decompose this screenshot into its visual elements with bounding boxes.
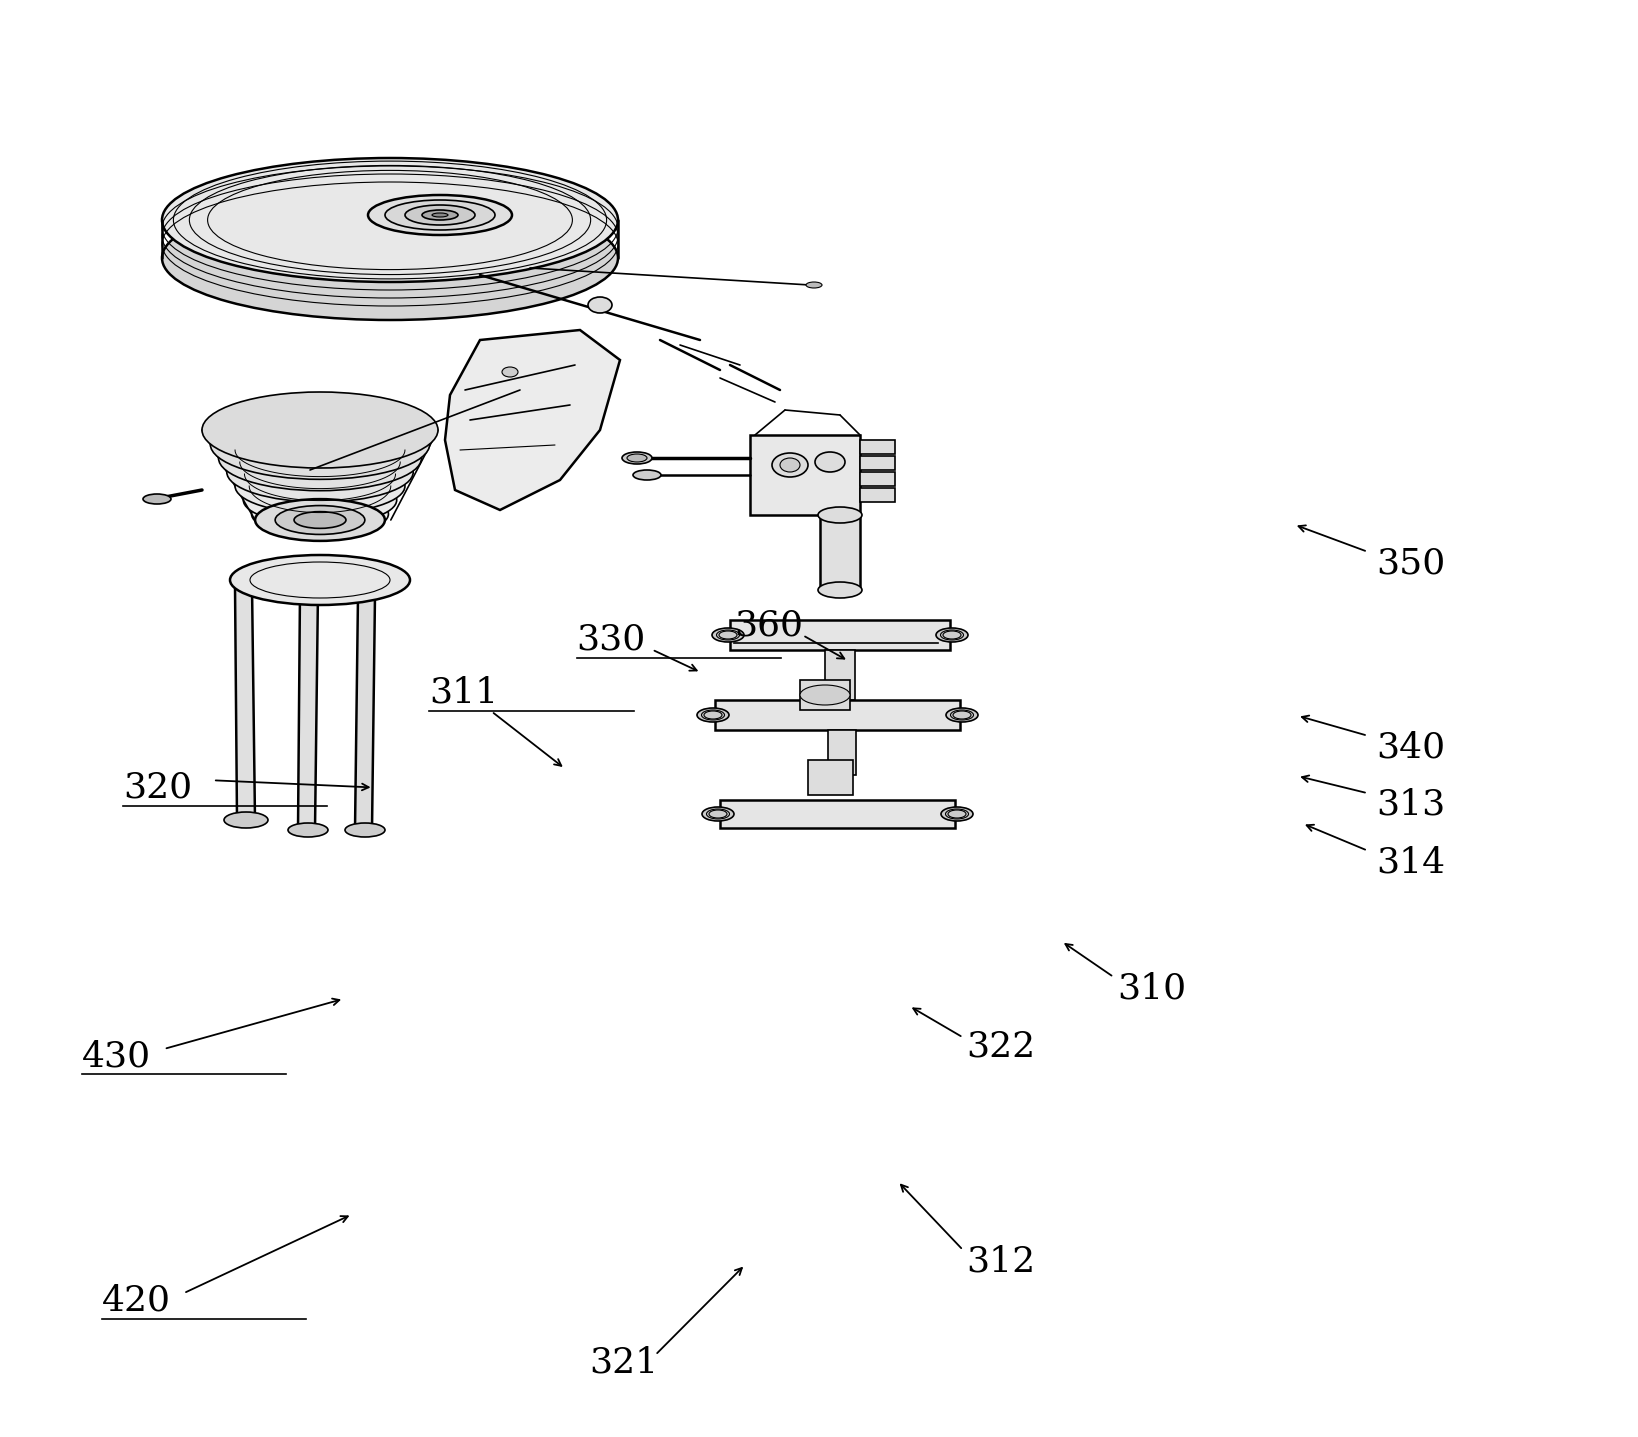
Ellipse shape xyxy=(588,297,613,313)
Ellipse shape xyxy=(940,808,973,821)
Text: 430: 430 xyxy=(82,1039,151,1073)
Bar xyxy=(860,440,894,454)
Ellipse shape xyxy=(346,823,385,836)
Text: 350: 350 xyxy=(1376,546,1445,581)
Bar xyxy=(750,435,860,514)
Ellipse shape xyxy=(234,458,405,513)
Ellipse shape xyxy=(816,453,845,471)
Text: 340: 340 xyxy=(1376,730,1445,764)
Ellipse shape xyxy=(405,205,475,226)
Ellipse shape xyxy=(713,628,744,642)
Ellipse shape xyxy=(226,443,413,502)
Bar xyxy=(860,471,894,486)
Ellipse shape xyxy=(817,582,862,598)
Ellipse shape xyxy=(771,453,808,477)
Ellipse shape xyxy=(252,491,388,536)
Bar xyxy=(721,800,955,828)
Ellipse shape xyxy=(244,476,396,525)
Polygon shape xyxy=(298,591,318,831)
Ellipse shape xyxy=(385,200,495,230)
Text: 311: 311 xyxy=(429,675,498,710)
Polygon shape xyxy=(355,595,375,831)
Polygon shape xyxy=(234,585,256,821)
Ellipse shape xyxy=(432,213,449,217)
Ellipse shape xyxy=(275,506,365,535)
Ellipse shape xyxy=(224,812,269,828)
Ellipse shape xyxy=(817,507,862,523)
Text: 330: 330 xyxy=(577,622,645,657)
Ellipse shape xyxy=(799,685,850,706)
Text: 420: 420 xyxy=(102,1283,170,1318)
Ellipse shape xyxy=(947,708,978,721)
Bar xyxy=(826,650,855,700)
Bar xyxy=(799,680,850,710)
Ellipse shape xyxy=(935,628,968,642)
Bar xyxy=(860,489,894,502)
Bar xyxy=(827,730,857,775)
Ellipse shape xyxy=(703,808,734,821)
Text: 360: 360 xyxy=(734,608,803,642)
Ellipse shape xyxy=(627,454,647,463)
Ellipse shape xyxy=(210,408,429,480)
Ellipse shape xyxy=(256,499,385,540)
Text: 310: 310 xyxy=(1117,971,1186,1006)
Ellipse shape xyxy=(780,458,799,471)
Polygon shape xyxy=(446,331,621,510)
Bar xyxy=(821,514,860,591)
Bar xyxy=(860,456,894,470)
Ellipse shape xyxy=(229,555,410,605)
Ellipse shape xyxy=(806,282,822,287)
Ellipse shape xyxy=(218,425,421,490)
Ellipse shape xyxy=(698,708,729,721)
Ellipse shape xyxy=(162,195,618,320)
Ellipse shape xyxy=(632,470,662,480)
Ellipse shape xyxy=(295,512,346,529)
Ellipse shape xyxy=(622,453,652,464)
Text: 322: 322 xyxy=(966,1029,1035,1063)
Ellipse shape xyxy=(201,392,437,468)
Bar xyxy=(731,619,950,650)
Bar xyxy=(716,700,960,730)
Ellipse shape xyxy=(288,823,328,836)
Ellipse shape xyxy=(162,158,618,282)
Text: 314: 314 xyxy=(1376,845,1445,879)
Text: 320: 320 xyxy=(123,770,192,805)
Ellipse shape xyxy=(143,494,170,504)
Ellipse shape xyxy=(501,366,518,376)
Ellipse shape xyxy=(369,195,513,236)
Text: 312: 312 xyxy=(966,1244,1035,1279)
Bar xyxy=(808,760,853,795)
Ellipse shape xyxy=(423,210,459,220)
Text: 313: 313 xyxy=(1376,787,1445,822)
Text: 321: 321 xyxy=(590,1345,658,1380)
